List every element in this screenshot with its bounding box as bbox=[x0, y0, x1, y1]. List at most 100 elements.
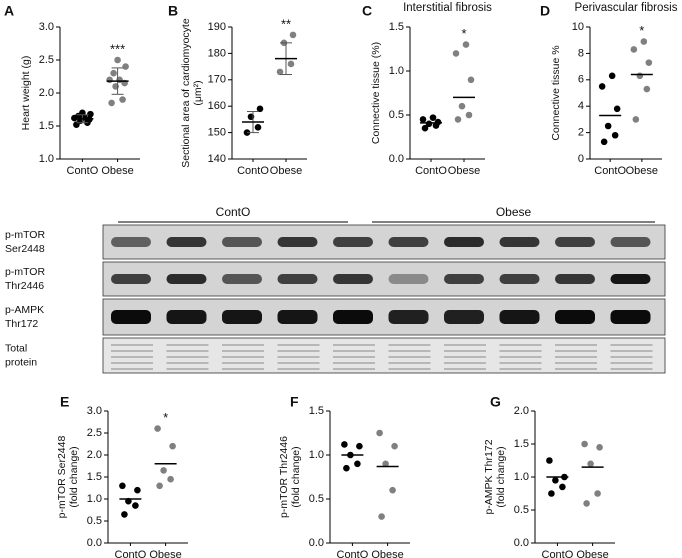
data-point bbox=[645, 59, 653, 66]
y-tick-label: 0.5 bbox=[389, 109, 404, 121]
blot-band bbox=[222, 350, 264, 352]
blot-band bbox=[388, 274, 429, 284]
panel-letter: G bbox=[490, 394, 501, 410]
blot-band bbox=[111, 368, 153, 370]
blot-band bbox=[610, 362, 653, 364]
y-axis-label: Connective tissue % bbox=[550, 45, 562, 140]
y-axis-label: Heart weight (g) bbox=[20, 56, 32, 131]
blot-band bbox=[388, 344, 431, 346]
blot-band bbox=[499, 368, 542, 370]
y-axis-label: (fold change) bbox=[495, 446, 507, 507]
y-axis-label: (fold change) bbox=[68, 446, 80, 507]
data-point bbox=[454, 116, 462, 123]
y-tick-label: 1.0 bbox=[87, 493, 102, 505]
data-point bbox=[156, 482, 163, 490]
significance: * bbox=[163, 410, 168, 425]
data-point bbox=[462, 41, 470, 48]
data-point bbox=[425, 120, 433, 128]
significance: *** bbox=[110, 41, 125, 56]
y-tick-label: 1.5 bbox=[389, 21, 404, 33]
blot-band bbox=[610, 344, 653, 346]
blot-band bbox=[610, 356, 653, 358]
significance: ** bbox=[281, 16, 291, 31]
y-axis-label: (μm²) bbox=[192, 80, 204, 105]
blot-band bbox=[166, 362, 209, 364]
blot-band bbox=[111, 362, 153, 364]
blot-band bbox=[444, 274, 484, 284]
y-tick-label: 2.5 bbox=[39, 54, 54, 66]
y-tick-label: 3.0 bbox=[39, 21, 54, 33]
data-point bbox=[287, 60, 295, 68]
blot-band bbox=[333, 362, 375, 364]
data-point bbox=[391, 442, 398, 450]
blot-band bbox=[111, 350, 153, 352]
y-axis-label: p-mTOR Ser2448 bbox=[56, 436, 68, 519]
blot-band bbox=[111, 344, 153, 346]
blot-band bbox=[499, 356, 542, 358]
data-point bbox=[256, 105, 264, 113]
x-tick-label: Obese bbox=[270, 165, 302, 177]
blot-band bbox=[166, 344, 209, 346]
data-point bbox=[122, 63, 129, 70]
data-point bbox=[636, 72, 644, 80]
blot-band bbox=[555, 368, 597, 370]
blot-band bbox=[499, 237, 540, 247]
y-tick-label: 180 bbox=[208, 47, 226, 59]
blot-row-label: Total bbox=[5, 342, 27, 354]
y-tick-label: 2.0 bbox=[39, 87, 54, 99]
y-tick-label: 6 bbox=[578, 74, 584, 86]
data-point bbox=[343, 464, 350, 472]
blot-band bbox=[222, 344, 264, 346]
data-point bbox=[169, 442, 176, 450]
data-point bbox=[421, 124, 429, 132]
blot-band bbox=[555, 344, 597, 346]
y-tick-label: 0.0 bbox=[514, 537, 529, 549]
blot-row-label: p-mTOR bbox=[5, 229, 45, 241]
y-tick-label: 140 bbox=[208, 153, 226, 165]
data-point bbox=[167, 475, 174, 483]
y-tick-label: 1.5 bbox=[87, 471, 102, 483]
blot-band bbox=[277, 356, 320, 358]
blot-band bbox=[388, 310, 429, 324]
x-tick-label: Obese bbox=[149, 549, 181, 558]
panel-title: Perivascular fibrosis bbox=[575, 2, 678, 14]
blot-row-label: Thr2446 bbox=[5, 280, 44, 292]
y-tick-label: 1.5 bbox=[514, 438, 529, 450]
blot-band bbox=[277, 344, 320, 346]
y-tick-label: 1.0 bbox=[514, 471, 529, 483]
data-point bbox=[434, 118, 442, 126]
blot-row-label: p-AMPK bbox=[5, 304, 44, 316]
data-point bbox=[419, 116, 427, 123]
data-point bbox=[106, 76, 113, 84]
data-point bbox=[587, 460, 594, 468]
y-tick-label: 3.0 bbox=[87, 405, 102, 417]
data-point bbox=[598, 83, 606, 90]
y-tick-label: 1.0 bbox=[39, 153, 54, 165]
y-tick-label: 0.0 bbox=[87, 537, 102, 549]
y-tick-label: 150 bbox=[208, 127, 226, 139]
y-tick-label: 160 bbox=[208, 100, 226, 112]
blot-band bbox=[333, 274, 373, 284]
data-point bbox=[160, 467, 167, 474]
blot-band bbox=[277, 310, 318, 324]
x-tick-label: ContO bbox=[67, 165, 99, 177]
blot-row-label: Ser2448 bbox=[5, 243, 45, 255]
data-point bbox=[354, 460, 361, 468]
blot-group-label: ContO bbox=[216, 205, 251, 219]
blot-band bbox=[499, 350, 542, 352]
blot-band bbox=[277, 237, 318, 247]
x-tick-label: ContO bbox=[594, 165, 626, 177]
data-point bbox=[467, 76, 475, 84]
data-point bbox=[613, 105, 621, 113]
data-point bbox=[382, 460, 389, 468]
x-tick-label: ContO bbox=[115, 549, 147, 558]
data-point bbox=[548, 490, 555, 497]
x-tick-label: ContO bbox=[415, 165, 447, 177]
blot-band bbox=[444, 362, 486, 364]
blot-band bbox=[222, 362, 264, 364]
panel-letter: C bbox=[362, 3, 372, 19]
blot-band bbox=[222, 310, 262, 324]
data-point bbox=[341, 441, 348, 448]
data-point bbox=[134, 486, 141, 494]
blot-band bbox=[222, 356, 264, 358]
